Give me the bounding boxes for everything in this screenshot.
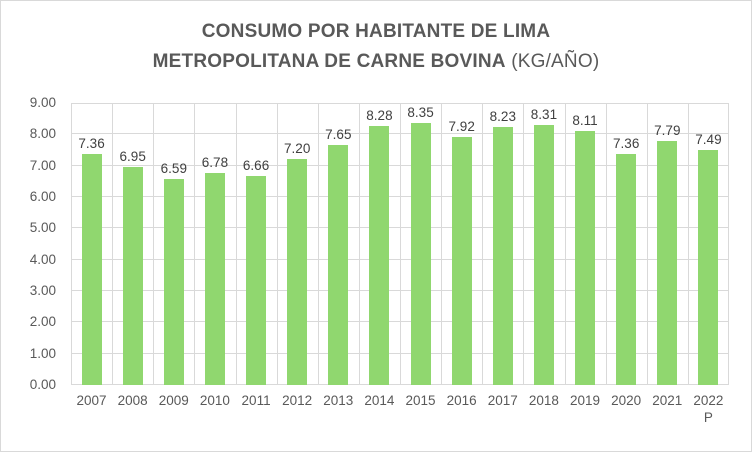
bar-value-label: 6.66 [242, 158, 270, 174]
v-gridline [235, 103, 237, 385]
bar [287, 159, 308, 385]
bar [81, 154, 102, 385]
chart-title-line1-text: CONSUMO POR HABITANTE DE LIMA [201, 21, 551, 42]
bar [163, 178, 184, 385]
bar-value-label: 7.36 [78, 136, 105, 152]
x-tick-label: 2021 [652, 393, 683, 408]
bar [657, 140, 678, 385]
x-tick-label: 2015 [405, 393, 436, 408]
v-gridline [605, 103, 607, 385]
x-tick-label: 2017 [487, 393, 518, 408]
x-tick-label: 2009 [158, 393, 189, 408]
x-tick-label: 2011 [241, 393, 271, 408]
bar [616, 154, 637, 385]
y-tick-label: 9.00 [29, 95, 56, 110]
v-gridline [482, 103, 484, 385]
bar-value-label: 8.31 [530, 106, 558, 122]
bar [369, 125, 390, 385]
bar-value-label: 6.59 [160, 160, 187, 176]
v-gridline [687, 103, 689, 385]
bar [451, 136, 472, 385]
v-gridline [564, 103, 566, 385]
bar [410, 123, 431, 385]
x-tick-label: 2013 [323, 393, 354, 408]
bar-value-label: 7.92 [448, 118, 475, 134]
bar-value-label: 7.36 [613, 136, 640, 152]
y-tick-label: 0.00 [29, 377, 56, 392]
bar [492, 127, 513, 385]
v-gridline [523, 103, 525, 385]
x-tick-label: 2019 [570, 393, 601, 408]
chart-title-unit: (KG/AÑO) [511, 51, 600, 72]
bar [698, 150, 719, 385]
bar [246, 176, 267, 385]
v-gridline [646, 103, 648, 385]
y-tick-label: 2.00 [29, 314, 56, 330]
chart-title-line2-text: METROPOLITANA DE CARNE BOVINA [152, 51, 506, 72]
v-gridline [441, 103, 443, 385]
bar-value-label: 7.20 [284, 141, 311, 157]
x-tick-label: 2008 [117, 393, 148, 408]
y-tick-label: 3.00 [29, 283, 56, 299]
y-tick-label: 6.00 [29, 189, 56, 205]
y-tick-label: 4.00 [29, 251, 56, 267]
x-tick-label: 2020 [611, 393, 642, 408]
v-gridline [112, 103, 114, 385]
bar-value-label: 6.95 [119, 149, 146, 165]
v-gridline [153, 103, 155, 385]
y-axis: 0.00 1.00 2.00 3.00 4.00 5.00 6.00 7.00 8.00 9.00 [1, 95, 56, 392]
v-gridline [728, 103, 729, 385]
v-gridline [358, 103, 360, 385]
bar-value-label: 7.65 [325, 127, 352, 143]
v-gridline [400, 103, 401, 385]
x-tick-label: 2007 [76, 393, 107, 408]
bar [575, 130, 596, 385]
chart-title-line2: METROPOLITANA DE CARNE BOVINA (KG/AÑO) [1, 47, 751, 77]
x-tick-label: 2010 [199, 393, 230, 408]
y-tick-label: 7.00 [29, 157, 56, 173]
x-tick-label: 2018 [528, 393, 559, 408]
bar-value-label: 6.78 [201, 154, 229, 170]
chart-title-line1: CONSUMO POR HABITANTE DE LIMA [1, 17, 751, 47]
bar-value-label: 7.49 [695, 132, 722, 148]
y-tick-label: 8.00 [29, 126, 56, 142]
bar-value-label: 8.28 [366, 107, 393, 123]
x-tick-label: 2016 [446, 393, 477, 408]
v-gridline [317, 103, 319, 385]
bar [533, 124, 554, 385]
x-tick-label: 2014 [364, 393, 395, 408]
y-tick-label: 1.00 [29, 345, 56, 361]
bar [122, 167, 143, 385]
v-gridline [194, 103, 196, 385]
bar-value-label: 8.35 [407, 105, 434, 121]
chart-title: CONSUMO POR HABITANTE DE LIMA METROPOLIT… [1, 17, 751, 77]
bar [328, 145, 349, 385]
x-tick-label: 2022 P [693, 393, 724, 425]
y-tick-label: 5.00 [29, 220, 56, 236]
v-gridline [276, 103, 278, 385]
x-axis: 2007 2008 2009 2010 2011 2012 2013 2014 2015 2016… [71, 392, 729, 432]
bar-value-label: 7.79 [654, 122, 681, 138]
bar [204, 172, 225, 385]
v-gridline [71, 103, 72, 385]
bar-value-label: 8.23 [489, 109, 516, 125]
bar-value-label: 8.11 [572, 112, 598, 128]
plot-area: 7.36 6.95 6.59 6.78 6.66 7.20 7.65 8.28 8.35 7.92… [71, 103, 729, 385]
x-tick-label: 2012 [282, 393, 313, 408]
